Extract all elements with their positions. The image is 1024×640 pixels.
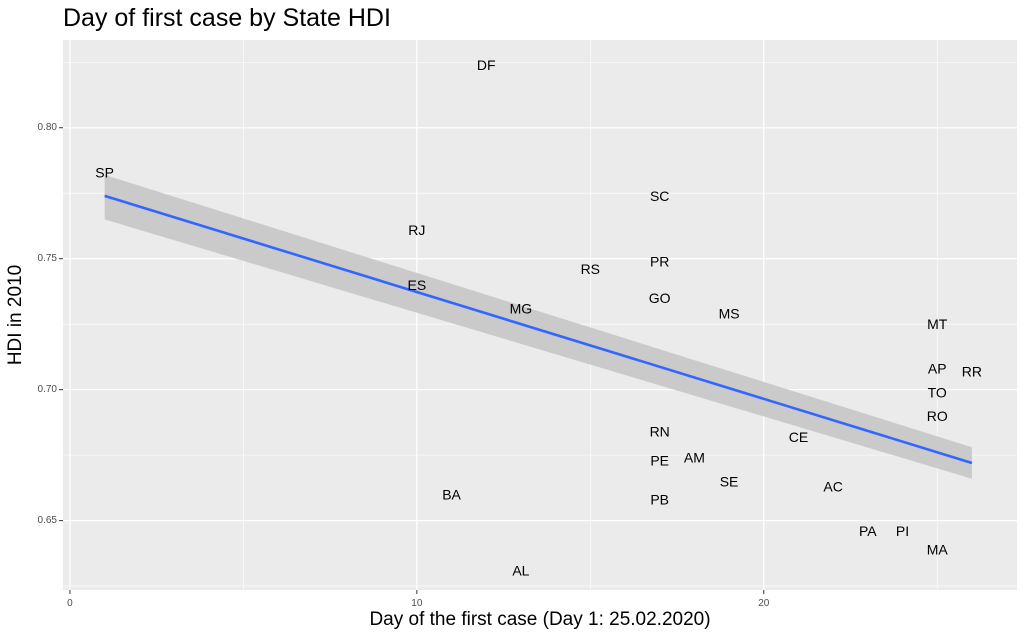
point-label-go: GO <box>649 290 671 306</box>
x-axis-ticks: 0 10 20 <box>67 590 770 609</box>
y-tick-label: 0.65 <box>38 515 58 526</box>
point-label-ap: AP <box>928 361 947 377</box>
major-gridlines <box>63 40 1017 590</box>
point-label-ac: AC <box>823 479 842 495</box>
point-labels-layer: SP DF RJ ES RS MG SC PR GO MS MT AP RR TO RO RN CE PE AM SE… <box>95 57 982 578</box>
chart-title: Day of first case by State HDI <box>63 4 391 32</box>
point-label-sc: SC <box>650 188 669 204</box>
confidence-band-layer <box>104 174 972 479</box>
point-label-pe: PE <box>650 452 669 468</box>
point-label-am: AM <box>684 450 705 466</box>
point-label-mt: MT <box>927 316 948 332</box>
point-label-es: ES <box>408 277 427 293</box>
y-axis-ticks: 0.65 0.70 0.75 0.80 <box>38 122 63 526</box>
point-label-rn: RN <box>650 424 670 440</box>
trend-line <box>104 194 973 465</box>
point-label-ce: CE <box>789 429 808 445</box>
point-label-rs: RS <box>581 261 600 277</box>
x-tick-label: 0 <box>67 598 73 609</box>
point-label-mg: MG <box>510 300 533 316</box>
point-label-to: TO <box>928 384 947 400</box>
point-label-rr: RR <box>962 363 982 379</box>
point-label-pb: PB <box>650 492 669 508</box>
x-tick-label: 10 <box>411 598 423 609</box>
point-label-pa: PA <box>859 523 877 539</box>
confidence-band <box>104 174 972 479</box>
point-label-sp: SP <box>95 164 114 180</box>
x-tick-label: 20 <box>758 598 770 609</box>
point-label-df: DF <box>477 57 496 73</box>
point-label-rj: RJ <box>408 222 425 238</box>
y-tick-label: 0.80 <box>38 122 58 133</box>
point-label-ms: MS <box>719 306 740 322</box>
point-label-pi: PI <box>896 523 909 539</box>
point-label-ba: BA <box>442 486 461 502</box>
trend-line-layer <box>104 194 973 465</box>
x-axis-title: Day of the first case (Day 1: 25.02.2020… <box>369 609 711 630</box>
y-tick-label: 0.75 <box>38 253 58 264</box>
point-label-ma: MA <box>927 541 949 557</box>
point-label-al: AL <box>512 562 529 578</box>
point-label-ro: RO <box>927 408 948 424</box>
point-label-se: SE <box>720 473 739 489</box>
y-tick-label: 0.70 <box>38 384 58 395</box>
point-label-pr: PR <box>650 253 669 269</box>
